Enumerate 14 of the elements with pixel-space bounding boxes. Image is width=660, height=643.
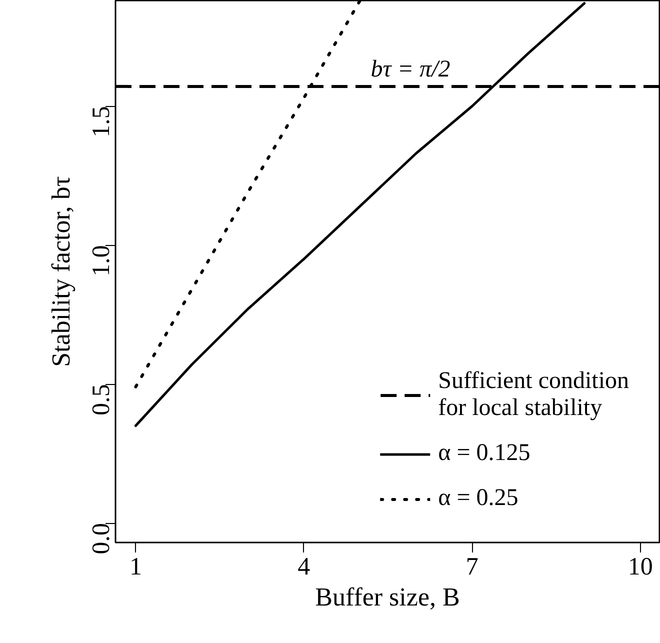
annotation: bτ = π/2 <box>370 56 450 82</box>
y-axis-title: Stability factor, bτ <box>46 176 76 367</box>
y-tick-label: 1.5 <box>88 106 115 138</box>
x-tick-label: 4 <box>298 554 311 580</box>
legend-label: α = 0.25 <box>438 485 518 512</box>
x-tick-label: 7 <box>466 554 478 580</box>
legend-label: α = 0.125 <box>438 440 530 467</box>
x-tick-label: 1 <box>129 554 142 580</box>
y-tick-label: 1.0 <box>88 245 115 276</box>
y-tick-label: 0.5 <box>88 384 115 416</box>
y-tick-label: 0.0 <box>88 523 115 554</box>
x-axis-title: Buffer size, B <box>315 582 460 612</box>
legend-label: Sufficient condition for local stability <box>438 368 629 422</box>
x-tick-label: 10 <box>628 554 653 580</box>
